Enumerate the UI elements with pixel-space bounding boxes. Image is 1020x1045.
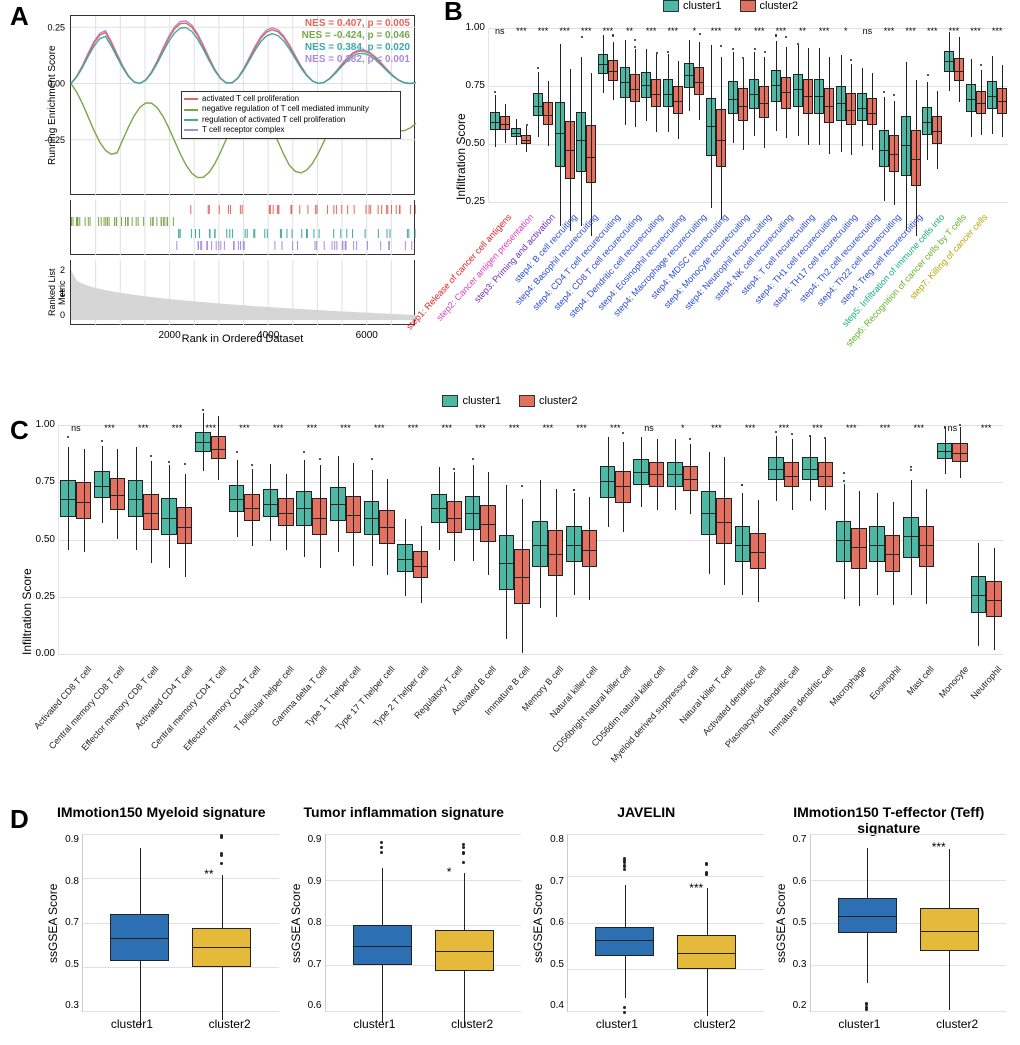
panel-d-plot-area: 0.90.90.80.70.6cluster1cluster2*	[325, 834, 522, 1012]
panel-a-label: A	[10, 1, 29, 32]
panel-c: C cluster1cluster2 Infiltration Score 0.…	[10, 395, 1010, 795]
svg-text:2: 2	[60, 265, 65, 275]
gsea-rug	[70, 200, 415, 255]
panel-d-title: IMmotion150 Myeloid signature	[40, 804, 283, 820]
panel-d-plots: IMmotion150 Myeloid signature ssGSEA Sco…	[40, 806, 1010, 1040]
panel-d-label: D	[10, 804, 29, 835]
panel-b-plot: 0.250.500.751.00ns**********************…	[488, 28, 1008, 203]
panel-d-plot-area: 0.90.80.70.50.3cluster1cluster2**	[82, 834, 279, 1012]
gsea-y1-label: Running Enrichment Score	[47, 15, 58, 195]
panel-c-xlabels: Activated CD8 T cellCentral memory CD8 T…	[58, 660, 1003, 795]
svg-text:0.25: 0.25	[47, 22, 65, 32]
panel-d: D IMmotion150 Myeloid signature ssGSEA S…	[10, 800, 1010, 1040]
panel-a: A Running Enrichment Score 0.250.00-0.25…	[15, 5, 430, 355]
panel-b-legend: cluster1cluster2	[448, 0, 1013, 12]
gsea-running-score: 0.250.00-0.25 NES = 0.407, p = 0.005NES …	[70, 15, 415, 195]
panel-c-legend: cluster1cluster2	[10, 395, 1010, 407]
panel-c-plot: 0.000.250.500.751.00ns******************…	[58, 425, 1003, 655]
svg-text:0.00: 0.00	[47, 79, 65, 89]
panel-b-ylabel: Infiltration Score	[454, 30, 468, 200]
panel-d-plot-area: 0.80.70.60.50.4cluster1cluster2***	[567, 834, 764, 1012]
panel-c-ylabel: Infiltration Score	[20, 435, 34, 655]
panel-d-title: Tumor inflammation signature	[283, 804, 526, 820]
panel-d-title: JAVELIN	[525, 804, 768, 820]
nes-annotations: NES = 0.407, p = 0.005NES = -0.424, p = …	[302, 18, 410, 66]
svg-text:1: 1	[60, 288, 65, 298]
gsea-ranked-metric: 200040006000210	[70, 260, 415, 325]
gsea-x-label: Rank in Ordered Dataset	[70, 333, 415, 345]
panel-d-plot-area: 0.70.60.50.30.2cluster1cluster2***	[810, 834, 1007, 1012]
svg-text:0: 0	[60, 310, 65, 320]
panel-b: B cluster1cluster2 Infiltration Score 0.…	[448, 0, 1013, 380]
panel-d-title: IMmotion150 T-effector (Teff) signature	[768, 804, 1011, 836]
panel-b-xlabels: step1: Release of cancer cell antigensst…	[488, 208, 1008, 373]
gsea-legend: activated T cell proliferationnegative r…	[181, 91, 401, 139]
svg-text:-0.25: -0.25	[44, 135, 65, 145]
